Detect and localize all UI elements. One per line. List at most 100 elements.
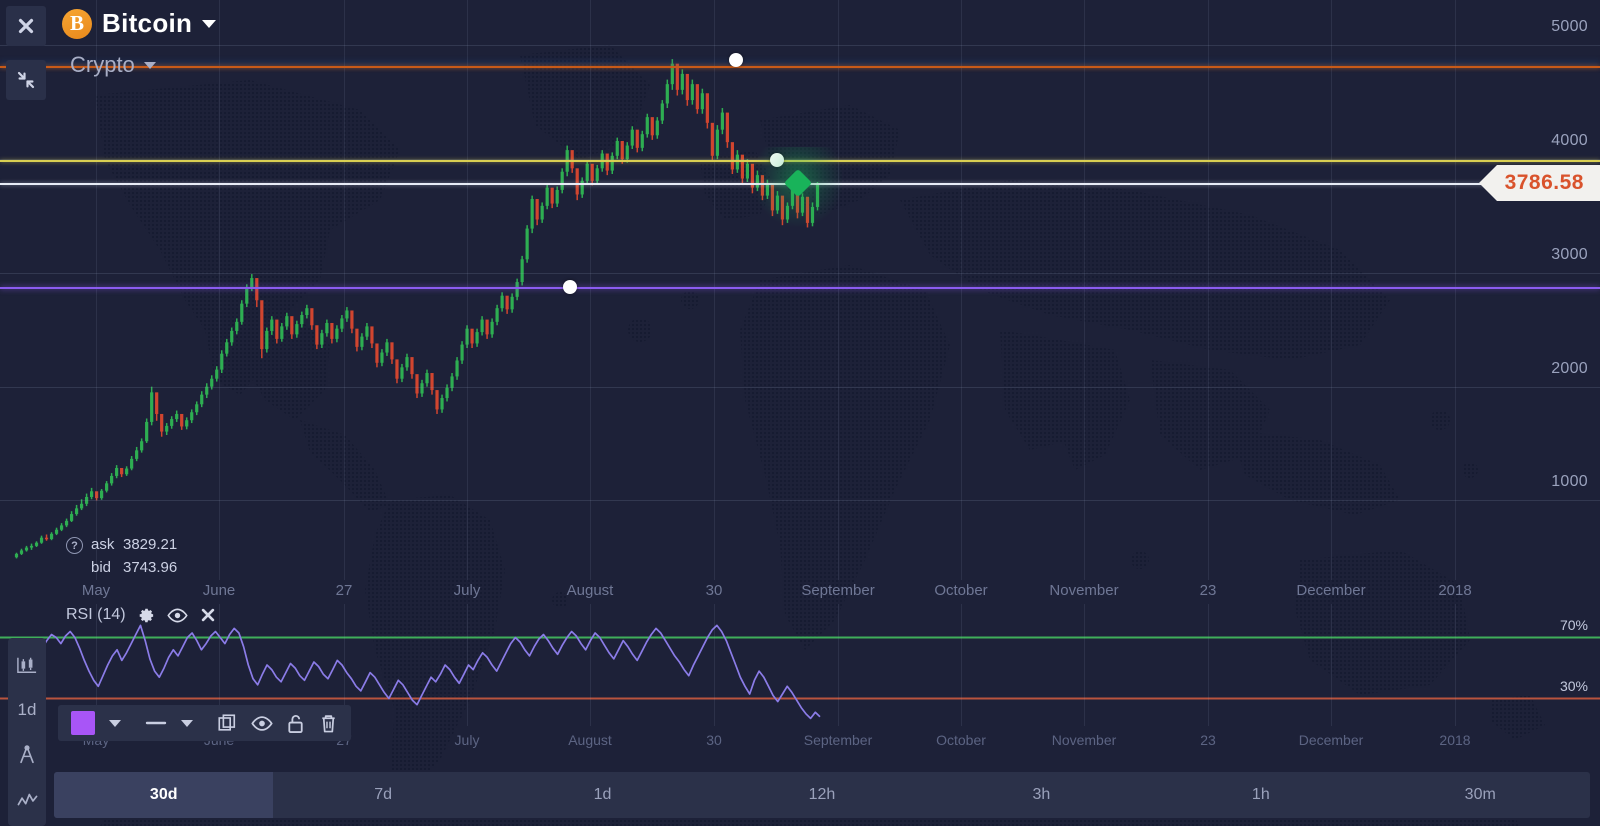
tools-sidebar[interactable]: 1d	[8, 638, 46, 826]
time-axis-tick: July	[453, 582, 481, 599]
bid-row: bid 3743.96	[91, 556, 177, 579]
delete-button[interactable]	[312, 709, 345, 738]
timeframe-1d[interactable]: 1d	[593, 786, 612, 803]
time-gridline	[1084, 604, 1085, 726]
sidebar-timeframe-label: 1d	[17, 699, 37, 719]
trash-icon	[322, 714, 335, 732]
time-gridline	[714, 604, 715, 726]
sidebar-item-indicators[interactable]	[8, 779, 46, 820]
time-gridline	[96, 604, 97, 726]
timeframe-30d[interactable]: 30d	[54, 772, 274, 818]
time-gridline	[1084, 0, 1085, 580]
time-gridline	[344, 0, 345, 580]
time-gridline	[1331, 604, 1332, 726]
time-axis-tick: 2018	[1439, 732, 1471, 748]
time-axis-tick: October	[936, 732, 986, 748]
time-gridline	[467, 604, 468, 726]
price-axis-tick: 2000	[1551, 359, 1588, 377]
rsi-level-label: 70%	[1559, 616, 1588, 633]
rsi-legend: RSI (14)	[66, 606, 216, 624]
time-gridline	[96, 0, 97, 580]
quote-box: ? ask 3829.21 bid 3743.96	[66, 533, 177, 580]
price-axis-tick: 3000	[1551, 245, 1588, 263]
time-gridline	[838, 0, 839, 580]
timeframe-bar[interactable]: 30d 7d 1d 12h 3h 1h 30m	[54, 772, 1590, 818]
help-icon[interactable]: ?	[66, 537, 83, 554]
time-axis-tick: November	[1051, 732, 1117, 748]
timeframe-7d[interactable]: 7d	[374, 786, 393, 803]
lock-button[interactable]	[280, 709, 312, 738]
eye-icon	[251, 715, 273, 731]
candlestick-series	[14, 59, 820, 559]
wave-icon	[17, 793, 37, 805]
close-chart-button[interactable]	[6, 6, 46, 46]
collapse-chart-button[interactable]	[6, 60, 46, 100]
time-gridline	[1208, 604, 1209, 726]
price-gridline	[0, 386, 1600, 388]
category-name: Crypto	[70, 52, 135, 77]
rsi-title: RSI (14)	[66, 606, 126, 623]
asset-selector[interactable]: B Bitcoin	[62, 8, 217, 39]
time-gridline	[219, 604, 220, 726]
ask-row: ask 3829.21	[91, 533, 177, 556]
sidebar-item-chart-type[interactable]	[8, 644, 46, 685]
close-icon	[201, 608, 214, 622]
unlock-icon	[288, 714, 303, 733]
category-selector[interactable]: Crypto	[70, 52, 156, 78]
bid-label: bid	[91, 559, 112, 577]
support-handle[interactable]	[563, 279, 577, 294]
rsi-visibility-button[interactable]	[166, 608, 188, 623]
current-price-value: 3786.58	[1504, 171, 1584, 195]
time-gridline	[590, 0, 591, 580]
sidebar-item-drawing-tools[interactable]	[8, 734, 46, 775]
line-style-icon	[145, 721, 167, 725]
compass-icon	[20, 744, 34, 763]
color-swatch-button[interactable]	[64, 707, 102, 739]
time-axis-tick: October	[934, 582, 988, 599]
price-line-support[interactable]	[0, 286, 1600, 289]
time-axis-tick: 30	[706, 732, 722, 748]
target-handle[interactable]	[770, 152, 784, 167]
chevron-down-icon	[109, 719, 121, 727]
rsi-pane[interactable]	[0, 604, 1600, 726]
time-gridline	[714, 0, 715, 580]
time-gridline	[838, 604, 839, 726]
chevron-down-icon	[143, 61, 156, 69]
gear-icon	[139, 608, 153, 622]
bid-value: 3743.96	[123, 559, 178, 577]
duplicate-button[interactable]	[210, 709, 244, 737]
visibility-button[interactable]	[244, 712, 280, 735]
rsi-level-label: 30%	[1559, 677, 1588, 694]
price-line-target[interactable]	[0, 159, 1600, 162]
sidebar-item-timeframe[interactable]: 1d	[8, 689, 46, 730]
price-chart-pane[interactable]	[0, 0, 1600, 580]
color-dropdown-button[interactable]	[102, 716, 128, 731]
price-line-resistance[interactable]	[0, 65, 1600, 68]
time-gridline	[467, 0, 468, 580]
high-handle[interactable]	[729, 52, 743, 67]
rsi-settings-button[interactable]	[138, 607, 155, 624]
timeframe-30m[interactable]: 30m	[1464, 786, 1496, 803]
line-style-dropdown-button[interactable]	[174, 716, 200, 731]
time-gridline	[344, 604, 345, 726]
price-axis-tick: 1000	[1551, 473, 1588, 491]
line-style-button[interactable]	[138, 714, 174, 732]
drawing-toolbar[interactable]	[58, 705, 351, 741]
time-gridline	[1208, 0, 1209, 580]
timeframe-1h[interactable]: 1h	[1251, 786, 1270, 803]
close-icon	[18, 18, 34, 34]
duplicate-icon	[218, 714, 236, 731]
timeframe-12h[interactable]: 12h	[808, 786, 836, 803]
time-axis-tick: 27	[335, 582, 353, 599]
rsi-remove-button[interactable]	[200, 607, 216, 623]
time-axis-tick: August	[566, 582, 614, 599]
color-swatch	[71, 711, 95, 735]
time-gridline	[1455, 0, 1456, 580]
time-axis-tick: September	[803, 732, 873, 748]
price-gridline	[0, 45, 1600, 47]
time-axis-tick: 2018	[1438, 582, 1472, 599]
time-axis-tick: December	[1296, 582, 1366, 599]
time-gridline	[1331, 0, 1332, 580]
time-axis-tick: June	[202, 582, 236, 599]
timeframe-3h[interactable]: 3h	[1032, 786, 1051, 803]
